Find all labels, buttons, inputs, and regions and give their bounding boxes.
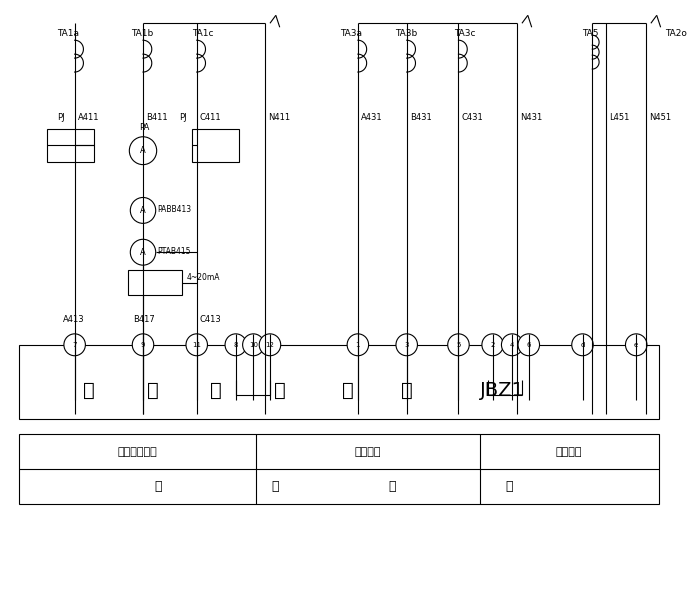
Text: e: e xyxy=(634,342,638,348)
Text: 11: 11 xyxy=(192,342,201,348)
Text: PA: PA xyxy=(139,123,149,132)
Circle shape xyxy=(571,334,594,356)
Text: TA1c: TA1c xyxy=(192,29,214,38)
Circle shape xyxy=(132,334,154,356)
Text: C431: C431 xyxy=(462,113,483,122)
Text: N431: N431 xyxy=(520,113,542,122)
Text: A431: A431 xyxy=(361,113,382,122)
Text: L451: L451 xyxy=(609,113,630,122)
Text: C413: C413 xyxy=(200,315,221,324)
Circle shape xyxy=(129,137,157,165)
Text: d: d xyxy=(580,342,585,348)
Text: 综: 综 xyxy=(84,380,95,400)
Text: 保: 保 xyxy=(154,480,162,493)
Text: 10: 10 xyxy=(249,342,258,348)
Text: TA1a: TA1a xyxy=(57,29,79,38)
Text: PTAB415: PTAB415 xyxy=(158,247,191,256)
Text: 9: 9 xyxy=(141,342,145,348)
Text: A: A xyxy=(140,248,146,257)
Text: 路: 路 xyxy=(506,480,513,493)
Text: 6: 6 xyxy=(527,342,531,348)
Circle shape xyxy=(131,198,155,223)
Text: B411: B411 xyxy=(146,113,167,122)
Text: A: A xyxy=(140,146,146,155)
Text: 电流保护: 电流保护 xyxy=(354,447,381,457)
Circle shape xyxy=(186,334,207,356)
Text: TA3a: TA3a xyxy=(340,29,362,38)
Text: 零序保护: 零序保护 xyxy=(556,447,583,457)
Text: TA3b: TA3b xyxy=(395,29,417,38)
Text: 电流测量回路: 电流测量回路 xyxy=(117,447,157,457)
Text: 4: 4 xyxy=(510,342,514,348)
Text: 2: 2 xyxy=(491,342,495,348)
Circle shape xyxy=(243,334,264,356)
Text: TA3c: TA3c xyxy=(453,29,475,38)
Text: 保: 保 xyxy=(210,380,222,400)
Text: C411: C411 xyxy=(200,113,221,122)
Circle shape xyxy=(64,334,86,356)
Text: 1: 1 xyxy=(356,342,360,348)
Text: 护: 护 xyxy=(271,480,278,493)
Text: 装: 装 xyxy=(342,380,354,400)
Text: A: A xyxy=(140,206,146,215)
Bar xyxy=(19,345,659,419)
Circle shape xyxy=(347,334,368,356)
Text: PABB413: PABB413 xyxy=(158,205,192,214)
Text: B431: B431 xyxy=(410,113,431,122)
Text: PJ: PJ xyxy=(57,113,65,122)
Circle shape xyxy=(482,334,503,356)
Text: 3: 3 xyxy=(404,342,409,348)
Text: 7: 7 xyxy=(73,342,77,348)
Text: 8: 8 xyxy=(234,342,238,348)
Text: A411: A411 xyxy=(77,113,99,122)
Text: TA5: TA5 xyxy=(583,29,599,38)
Circle shape xyxy=(518,334,540,356)
Text: 护: 护 xyxy=(274,380,285,400)
Text: B417: B417 xyxy=(133,315,155,324)
Text: 合: 合 xyxy=(147,380,159,400)
Bar xyxy=(19,434,659,504)
Text: 置: 置 xyxy=(401,380,413,400)
Text: A413: A413 xyxy=(63,315,84,324)
Bar xyxy=(129,270,182,295)
Circle shape xyxy=(259,334,281,356)
Circle shape xyxy=(502,334,523,356)
Text: N451: N451 xyxy=(649,113,671,122)
Circle shape xyxy=(225,334,247,356)
Circle shape xyxy=(448,334,469,356)
Text: 回: 回 xyxy=(388,480,396,493)
Text: TA1b: TA1b xyxy=(131,29,153,38)
Circle shape xyxy=(625,334,647,356)
Text: 12: 12 xyxy=(265,342,274,348)
Circle shape xyxy=(396,334,417,356)
Text: 5: 5 xyxy=(456,342,461,348)
Text: 4~20mA: 4~20mA xyxy=(187,273,220,282)
Text: TA2o: TA2o xyxy=(665,29,688,38)
Bar xyxy=(192,129,238,162)
Circle shape xyxy=(131,239,155,265)
Bar xyxy=(47,129,94,162)
Text: N411: N411 xyxy=(268,113,290,122)
Text: JBZ1: JBZ1 xyxy=(480,380,525,400)
Text: PJ: PJ xyxy=(179,113,187,122)
